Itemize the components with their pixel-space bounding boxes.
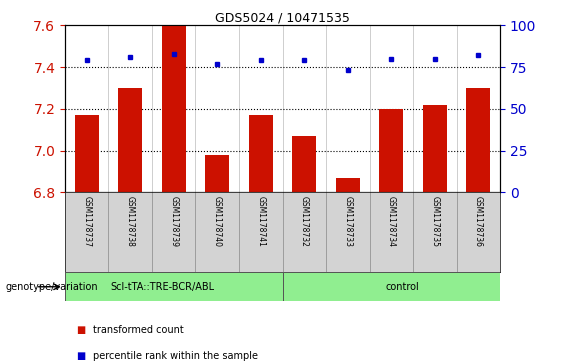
Bar bbox=[249, 115, 273, 192]
Bar bbox=[118, 88, 142, 192]
Text: GSM1178734: GSM1178734 bbox=[387, 196, 396, 247]
Text: transformed count: transformed count bbox=[93, 325, 184, 335]
Text: Scl-tTA::TRE-BCR/ABL: Scl-tTA::TRE-BCR/ABL bbox=[111, 282, 215, 292]
Text: genotype/variation: genotype/variation bbox=[6, 282, 98, 292]
Text: GSM1178733: GSM1178733 bbox=[344, 196, 352, 247]
Text: GSM1178737: GSM1178737 bbox=[82, 196, 91, 247]
Text: GSM1178739: GSM1178739 bbox=[170, 196, 178, 247]
Bar bbox=[423, 105, 447, 192]
Bar bbox=[466, 88, 490, 192]
Text: ■: ■ bbox=[76, 325, 85, 335]
Bar bbox=[75, 115, 99, 192]
Text: GSM1178740: GSM1178740 bbox=[213, 196, 221, 247]
Title: GDS5024 / 10471535: GDS5024 / 10471535 bbox=[215, 11, 350, 24]
Bar bbox=[162, 25, 186, 192]
Bar bbox=[379, 109, 403, 192]
Text: GSM1178738: GSM1178738 bbox=[126, 196, 134, 247]
Bar bbox=[65, 272, 282, 301]
Bar bbox=[282, 272, 500, 301]
Bar bbox=[205, 155, 229, 192]
Text: ■: ■ bbox=[76, 351, 85, 361]
Text: GSM1178736: GSM1178736 bbox=[474, 196, 483, 247]
Text: percentile rank within the sample: percentile rank within the sample bbox=[93, 351, 258, 361]
Text: GSM1178732: GSM1178732 bbox=[300, 196, 308, 247]
Bar bbox=[292, 136, 316, 192]
Bar bbox=[336, 178, 360, 192]
Text: control: control bbox=[385, 282, 419, 292]
Text: GSM1178741: GSM1178741 bbox=[257, 196, 265, 247]
Text: GSM1178735: GSM1178735 bbox=[431, 196, 439, 247]
